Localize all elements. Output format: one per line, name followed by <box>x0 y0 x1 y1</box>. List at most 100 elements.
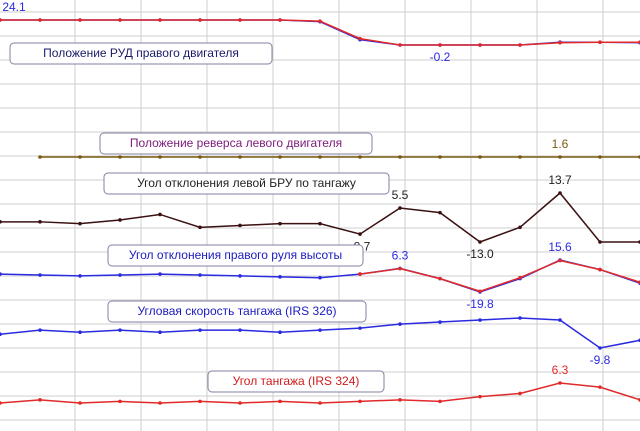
trace-point <box>358 272 362 276</box>
trace-point <box>0 220 2 224</box>
trace-point <box>158 272 162 276</box>
value-label: -0.2 <box>430 50 451 64</box>
trace-point <box>118 399 122 404</box>
trace-point <box>518 225 522 230</box>
trace-label: Положение реверса левого двигателя <box>130 136 342 150</box>
trace-label: Положение РУД правого двигателя <box>43 46 239 60</box>
trace-point <box>198 155 202 159</box>
trace-label-box <box>107 300 367 323</box>
trace-point <box>478 318 482 322</box>
value-label: 13.7 <box>548 173 572 187</box>
trace-point <box>438 399 442 404</box>
trace-point <box>478 155 482 159</box>
trace-point <box>158 330 162 334</box>
trace-point <box>518 43 522 47</box>
trace-point <box>358 36 362 41</box>
trace-label-box <box>207 370 385 393</box>
trace-point <box>238 18 242 22</box>
trace-point <box>38 328 42 332</box>
trace-point <box>558 155 562 159</box>
trace-point <box>38 273 42 277</box>
trace-point <box>318 401 322 405</box>
trace-point <box>358 155 362 159</box>
trace-point <box>518 155 522 159</box>
trace-point <box>198 399 202 404</box>
trace-point <box>78 221 82 226</box>
trace-point <box>278 155 282 159</box>
trace-label-box <box>99 132 373 155</box>
trace-point <box>478 43 482 47</box>
trace-point <box>278 399 282 404</box>
value-label: 15.6 <box>548 240 572 254</box>
trace-point <box>78 401 82 405</box>
trace-point <box>318 19 322 23</box>
trace-point <box>438 276 442 281</box>
trace-line <box>359 259 640 293</box>
trace-point <box>0 332 2 337</box>
trace-point <box>278 330 282 334</box>
trace-point <box>118 273 122 277</box>
trace-point <box>78 18 82 22</box>
trace-point <box>238 155 242 159</box>
trace-point <box>278 221 282 226</box>
trace-point <box>438 320 442 324</box>
trace-point <box>438 155 442 159</box>
trace-point <box>478 240 482 244</box>
trace-point <box>118 218 122 222</box>
trace-label: Угол отклонения правого руля высоты <box>129 248 342 262</box>
trace-label-box <box>103 172 390 195</box>
trace-point <box>358 326 362 330</box>
trace-point <box>398 155 402 159</box>
trace-point <box>518 391 522 396</box>
trace-point <box>238 274 242 278</box>
trace-point <box>198 225 202 230</box>
trace-point <box>398 266 402 271</box>
trace-point <box>78 155 82 159</box>
trace-point <box>118 155 122 159</box>
trace-point <box>38 398 42 402</box>
value-label: 6.3 <box>392 249 409 263</box>
value-label: -9.8 <box>590 353 611 367</box>
trace-point <box>558 40 562 45</box>
trace-point <box>0 18 2 22</box>
trace-point <box>478 394 482 399</box>
value-label: -19.8 <box>466 297 494 311</box>
trace-point <box>598 40 602 45</box>
trace-point <box>598 240 602 244</box>
trace-point <box>398 322 402 326</box>
trace-point <box>198 273 202 277</box>
trace-point <box>398 206 402 210</box>
trace-point <box>78 274 82 278</box>
trace-point <box>78 330 82 334</box>
value-label: 5.5 <box>392 188 409 202</box>
trace-point <box>598 267 602 272</box>
trace-point <box>38 220 42 224</box>
trace-point <box>358 399 362 404</box>
trace-point <box>518 275 522 280</box>
trace-point <box>598 346 602 350</box>
trace-point <box>38 155 42 159</box>
trace-point <box>558 381 562 385</box>
trace-label: Угол отклонения левой БРУ по тангажу <box>137 176 356 190</box>
trace-point <box>398 398 402 402</box>
trace-point <box>158 155 162 159</box>
trace-point <box>118 18 122 22</box>
trace-point <box>558 318 562 322</box>
trace-point <box>0 401 2 405</box>
trace-point <box>158 212 162 217</box>
trace-point <box>598 155 602 159</box>
trace-point <box>318 275 322 280</box>
trace-point <box>38 18 42 22</box>
trace-point <box>518 316 522 320</box>
trace-point <box>198 328 202 332</box>
trace-point <box>318 328 322 332</box>
trace-point <box>118 328 122 332</box>
trace-point <box>198 18 202 22</box>
trace-point <box>358 232 362 236</box>
trace-point <box>598 385 602 389</box>
value-label: 6.3 <box>552 363 569 377</box>
trace-point <box>0 272 2 276</box>
trace-point <box>558 258 562 263</box>
